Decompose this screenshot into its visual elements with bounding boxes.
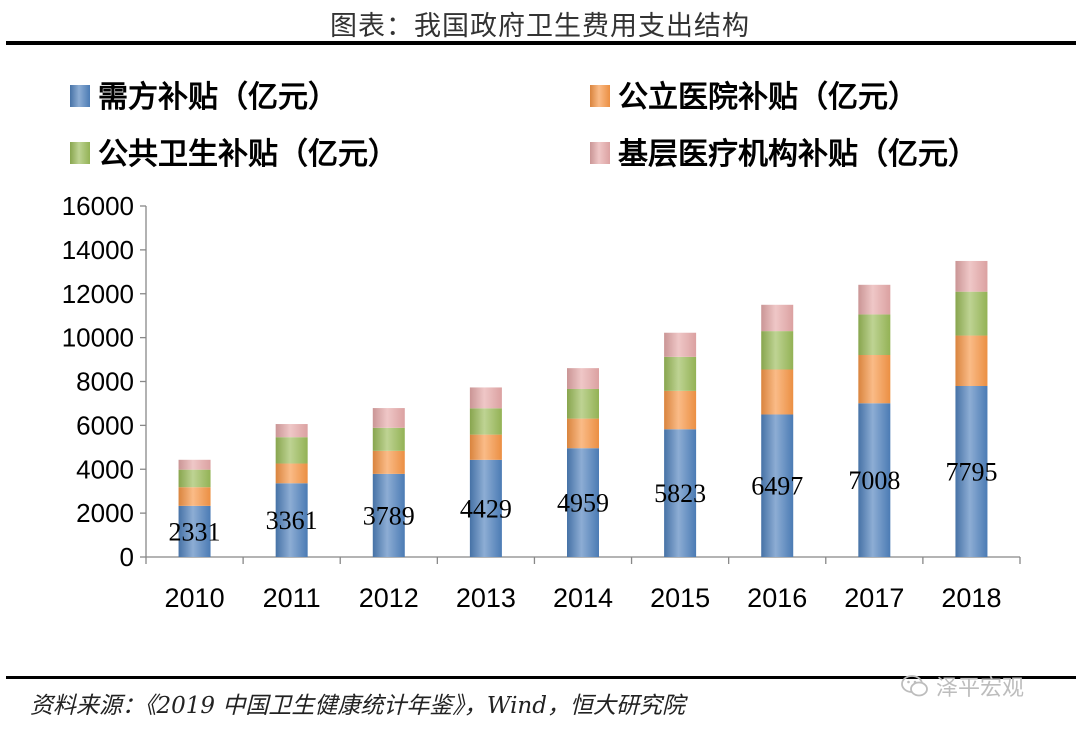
data-label-2018: 7795 — [945, 457, 997, 486]
x-tick-label: 2014 — [553, 583, 613, 613]
x-tick-label: 2012 — [359, 583, 419, 613]
bar-segment-2018-series-3 — [955, 291, 988, 336]
data-label-2017: 7008 — [848, 466, 900, 495]
y-tick-label: 12000 — [62, 279, 134, 309]
bar-segment-2011-series-3 — [275, 437, 308, 464]
bar-segment-2015-series-2 — [664, 390, 697, 430]
y-tick-label: 2000 — [76, 498, 134, 528]
bar-segment-2012-series-3 — [372, 427, 405, 451]
y-tick-label: 14000 — [62, 235, 134, 265]
bar-segment-2013-series-4 — [469, 387, 502, 409]
data-label-2011: 3361 — [266, 506, 318, 535]
y-tick-label: 16000 — [62, 191, 134, 221]
legend-swatch-3 — [70, 142, 90, 164]
y-tick-label: 8000 — [76, 367, 134, 397]
data-label-2014: 4959 — [557, 489, 609, 518]
legend-label-1: 需方补贴（亿元） — [98, 80, 338, 115]
legend-swatch-2 — [590, 85, 610, 107]
watermark-text: 泽平宏观 — [936, 676, 1025, 701]
bar-segment-2016-series-1 — [761, 414, 794, 557]
legend-swatch-1 — [70, 85, 90, 107]
stacked-bar-chart: 需方补贴（亿元） 公立医院补贴（亿元） 公共卫生补贴（亿元） 基层医疗机构补贴（亿元）… — [62, 80, 1021, 613]
x-tick-label: 2010 — [165, 583, 225, 613]
data-labels: 2331 3361 3789 4429 4959 5823 6497 7008 7795 — [169, 457, 998, 546]
bar-segment-2013-series-3 — [469, 408, 502, 435]
bars — [178, 260, 988, 557]
x-tick-label: 2018 — [941, 583, 1001, 613]
bar-segment-2016-series-4 — [761, 304, 794, 332]
bar-segment-2010-series-2 — [178, 487, 211, 506]
x-tick-label: 2017 — [844, 583, 904, 613]
y-tick-label: 0 — [120, 542, 134, 572]
source-note: 资料来源：《2019 中国卫生健康统计年鉴》，Wind，恒大研究院 — [30, 693, 685, 719]
legend: 需方补贴（亿元） 公立医院补贴（亿元） 公共卫生补贴（亿元） 基层医疗机构补贴（亿元） — [70, 80, 978, 172]
bar-segment-2014-series-4 — [567, 368, 599, 389]
wechat-icon — [901, 675, 928, 697]
bottom-rule — [6, 676, 1076, 679]
bar-segment-2011-series-4 — [275, 424, 308, 438]
bar-segment-2012-series-2 — [372, 450, 405, 474]
data-label-2013: 4429 — [460, 494, 512, 523]
y-tick-label: 10000 — [62, 323, 134, 353]
bar-segment-2015-series-1 — [664, 429, 697, 557]
bar-segment-2017-series-4 — [858, 284, 891, 315]
bar-segment-2013-series-2 — [469, 434, 502, 460]
x-tick-label: 2013 — [456, 583, 516, 613]
bar-segment-2018-series-1 — [955, 385, 988, 557]
bar-segment-2012-series-4 — [372, 408, 405, 428]
data-label-2010: 2331 — [169, 517, 221, 546]
legend-label-4: 基层医疗机构补贴（亿元） — [618, 137, 978, 172]
bar-segment-2012-series-1 — [372, 473, 405, 557]
y-tick-label: 6000 — [76, 410, 134, 440]
bar-segment-2018-series-4 — [955, 260, 988, 292]
bar-segment-2010-series-1 — [178, 505, 211, 557]
data-label-2012: 3789 — [363, 501, 415, 530]
bar-segment-2016-series-2 — [761, 369, 794, 415]
top-rule — [6, 41, 1076, 45]
legend-swatch-4 — [590, 142, 610, 164]
bar-segment-2014-series-3 — [567, 388, 599, 419]
bar-segment-2010-series-4 — [178, 459, 211, 470]
bar-segment-2014-series-2 — [567, 418, 599, 449]
data-label-2015: 5823 — [654, 479, 706, 508]
legend-label-2: 公立医院补贴（亿元） — [618, 80, 918, 115]
y-tick-label: 4000 — [76, 454, 134, 484]
x-tick-label: 2011 — [263, 583, 321, 613]
bar-segment-2010-series-3 — [178, 469, 211, 488]
bar-segment-2017-series-3 — [858, 314, 891, 355]
bar-segment-2015-series-4 — [664, 332, 697, 357]
legend-label-3: 公共卫生补贴（亿元） — [98, 137, 398, 172]
bar-segment-2016-series-3 — [761, 331, 794, 370]
data-label-2016: 6497 — [751, 472, 803, 501]
bar-segment-2018-series-2 — [955, 335, 988, 386]
bar-segment-2017-series-2 — [858, 354, 891, 404]
x-tick-label: 2016 — [747, 583, 807, 613]
watermark: 泽平宏观 — [900, 670, 1024, 702]
bar-segment-2015-series-3 — [664, 356, 697, 391]
x-tick-label: 2015 — [650, 583, 710, 613]
chart-title: 图表：我国政府卫生费用支出结构 — [330, 11, 750, 42]
bar-segment-2013-series-1 — [469, 459, 502, 557]
bar-segment-2011-series-1 — [275, 483, 308, 557]
bar-segment-2011-series-2 — [275, 463, 308, 484]
bar-segment-2014-series-1 — [567, 448, 599, 557]
bar-segment-2017-series-1 — [858, 403, 891, 557]
